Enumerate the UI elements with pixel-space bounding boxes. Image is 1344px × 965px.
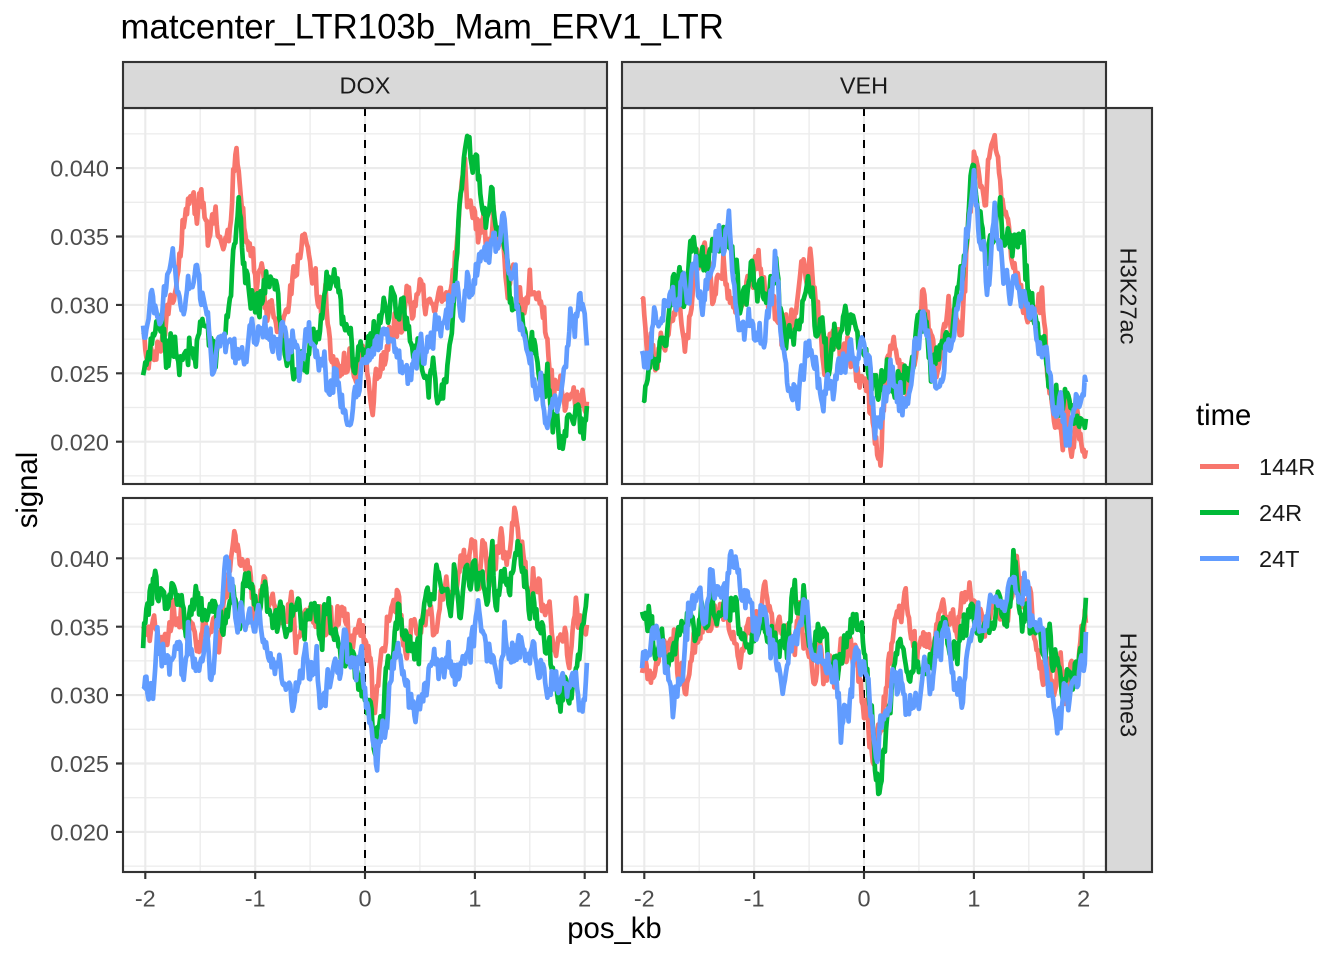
svg-text:144R: 144R [1259,454,1315,480]
svg-text:0.030: 0.030 [50,683,109,709]
svg-text:1: 1 [967,886,980,912]
svg-text:0.030: 0.030 [50,293,109,319]
svg-text:2: 2 [1077,886,1090,912]
svg-text:matcenter_LTR103b_Mam_ERV1_LTR: matcenter_LTR103b_Mam_ERV1_LTR [121,8,724,47]
svg-text:0: 0 [857,886,870,912]
svg-text:0.035: 0.035 [50,614,109,640]
svg-text:1: 1 [468,886,481,912]
svg-text:2: 2 [578,886,591,912]
svg-text:H3K27ac: H3K27ac [1116,248,1142,345]
svg-text:24T: 24T [1259,546,1300,572]
svg-text:VEH: VEH [840,73,888,99]
svg-text:pos_kb: pos_kb [567,912,661,945]
svg-text:24R: 24R [1259,500,1302,526]
svg-text:time: time [1196,399,1251,432]
svg-text:-2: -2 [135,886,156,912]
svg-text:0.040: 0.040 [50,156,109,182]
svg-text:0: 0 [358,886,371,912]
svg-text:0.025: 0.025 [50,361,109,387]
svg-text:0.040: 0.040 [50,546,109,572]
svg-text:H3K9me3: H3K9me3 [1116,633,1142,738]
svg-text:DOX: DOX [340,73,391,99]
svg-text:-1: -1 [245,886,266,912]
svg-text:0.035: 0.035 [50,224,109,250]
svg-text:0.025: 0.025 [50,751,109,777]
svg-text:-2: -2 [634,886,655,912]
svg-text:0.020: 0.020 [50,429,109,455]
svg-text:0.020: 0.020 [50,820,109,846]
svg-text:signal: signal [11,452,44,529]
svg-text:-1: -1 [744,886,765,912]
